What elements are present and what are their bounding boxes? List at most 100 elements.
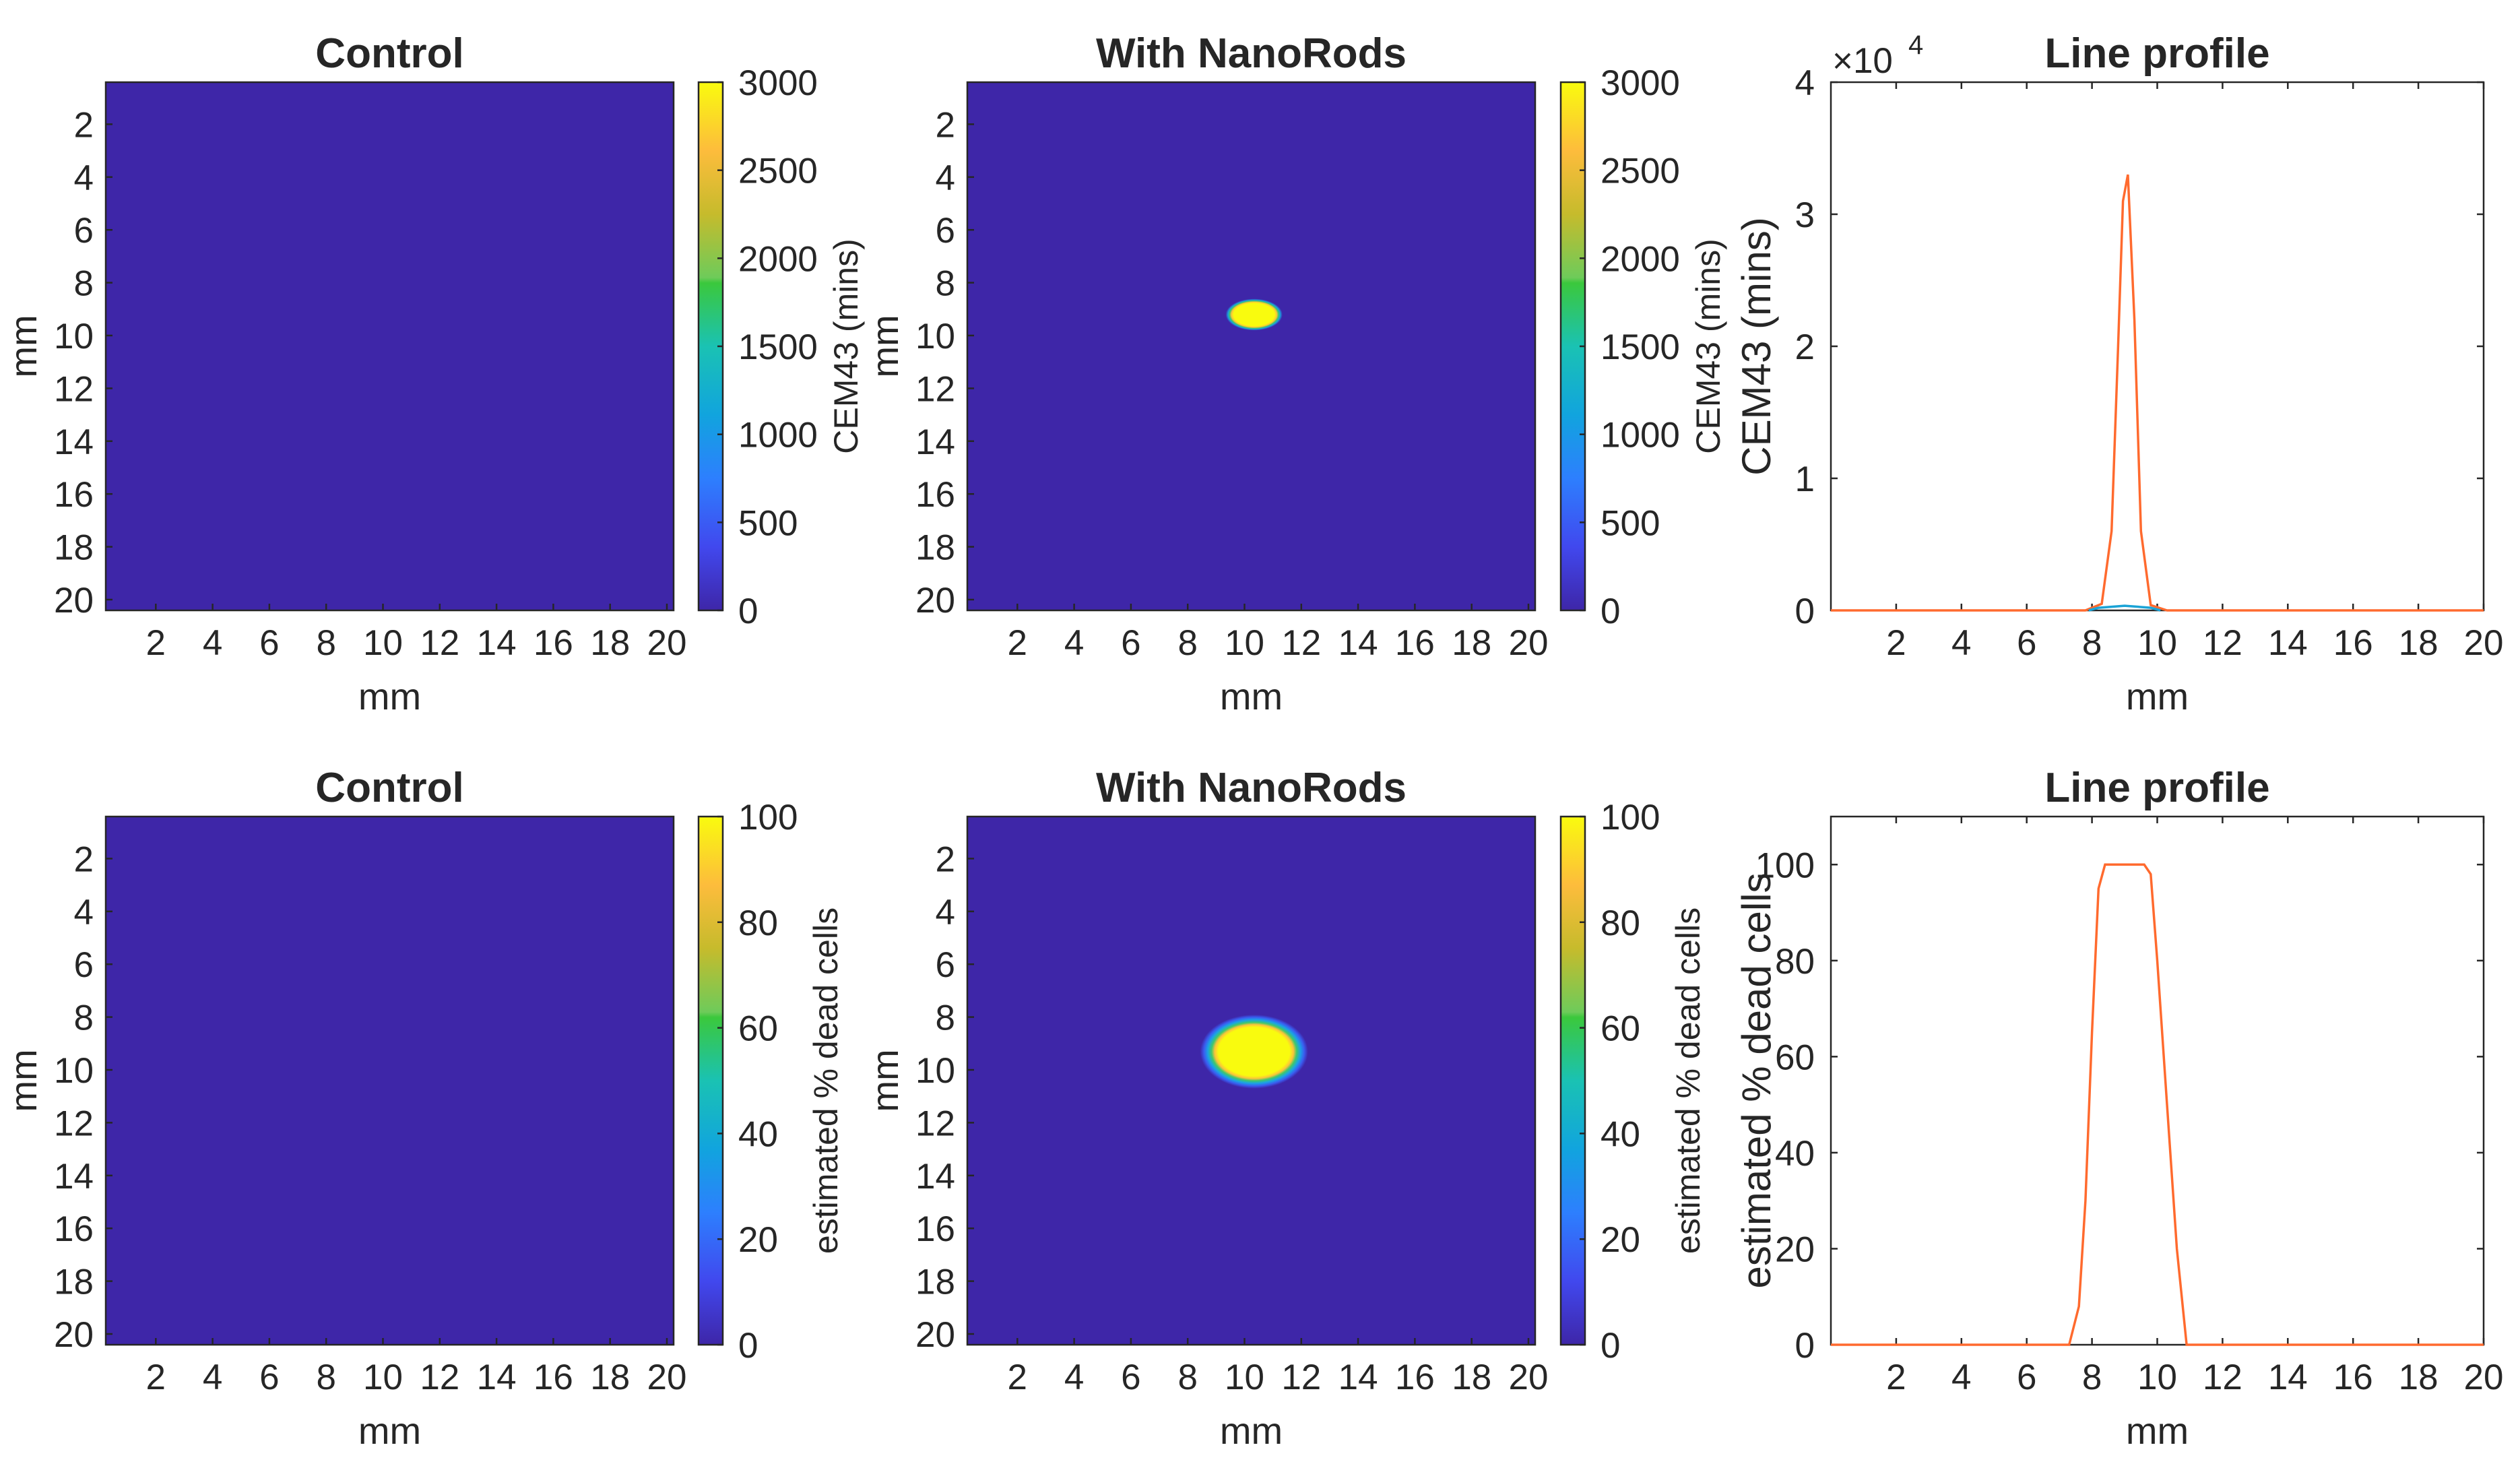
cem43-control-panel: 2 4 6 8 10 12 14 16 18 202468101214161820Controlm… [2, 30, 865, 718]
y-tick-label: 6 [74, 211, 94, 251]
x-tick-label: 4 [1064, 623, 1084, 663]
colorbar-tick-label: 2000 [1601, 239, 1680, 279]
colorbar-label: estimated % dead cells [1669, 908, 1707, 1254]
chart-title: Control [315, 30, 463, 77]
x-tick-label: 16 [2333, 623, 2373, 663]
y-tick-label: 12 [54, 369, 94, 409]
y-tick-label: 12 [915, 1104, 955, 1143]
colorbar-tick-label: 1000 [1601, 416, 1680, 455]
colorbar-tick-label: 3000 [738, 63, 818, 103]
x-axis-label: mm [358, 1409, 421, 1452]
chart-title: With NanoRods [1096, 30, 1407, 77]
x-tick-label: 18 [590, 1358, 630, 1397]
plot-frame [966, 81, 1537, 612]
x-tick-label: 8 [316, 1358, 335, 1397]
colorbar-frame [697, 815, 724, 1346]
colorbar-tick-label: 0 [1601, 592, 1620, 631]
colorbar-tick-label: 0 [1601, 1326, 1620, 1366]
x-tick-label: 10 [1225, 623, 1264, 663]
colorbar-tick-label: 40 [738, 1114, 778, 1154]
colorbar-tick-label: 1500 [1601, 327, 1680, 367]
y-axis-label: CEM43 (mins) [1734, 217, 1779, 475]
y-tick-label: 16 [915, 475, 955, 515]
colorbar-tick-label: 20 [1601, 1220, 1640, 1260]
profile-series-line [1831, 863, 2484, 1346]
y-axis-label: mm [864, 1049, 906, 1112]
x-tick-label: 6 [259, 623, 279, 663]
colorbar [1561, 817, 1585, 1345]
y-axis-label: mm [2, 315, 44, 377]
x-tick-label: 2 [1008, 623, 1027, 663]
y-tick-label: 14 [54, 422, 94, 462]
x-tick-label: 2 [1886, 623, 1906, 663]
colorbar-tick-label: 100 [738, 798, 798, 837]
colorbar-tick-label: 1500 [738, 327, 818, 367]
x-tick-label: 8 [2082, 1358, 2102, 1397]
colorbar-tick-label: 500 [1601, 503, 1660, 543]
x-tick-label: 18 [1452, 1358, 1491, 1397]
plot-frame [1830, 815, 2485, 1346]
y-axis-label: mm [2, 1049, 44, 1112]
x-tick-label: 12 [420, 623, 459, 663]
y-tick-label: 1 [1795, 459, 1815, 499]
y-tick-label: 14 [915, 1157, 955, 1197]
x-tick-label: 10 [363, 623, 403, 663]
y-tick-label: 6 [936, 211, 955, 251]
x-tick-label: 2 [1886, 1358, 1906, 1397]
colorbar-tick-label: 40 [1601, 1114, 1640, 1154]
x-tick-label: 16 [1395, 1358, 1435, 1397]
y-tick-label: 10 [915, 1051, 955, 1091]
colorbar-tick-label: 500 [738, 503, 798, 543]
y-tick-label: 8 [74, 264, 94, 304]
profile-series-line [1831, 174, 2484, 612]
plot-frame [104, 81, 675, 612]
x-tick-label: 18 [2399, 623, 2438, 663]
colorbar-tick-label: 0 [738, 592, 758, 631]
x-tick-label: 12 [420, 1358, 459, 1397]
x-tick-label: 20 [1509, 1358, 1549, 1397]
plot-frame [966, 815, 1537, 1346]
x-tick-label: 18 [590, 623, 630, 663]
colorbar-tick-label: 80 [738, 903, 778, 943]
y-tick-label: 80 [1775, 942, 1815, 982]
x-tick-label: 6 [1121, 623, 1140, 663]
colorbar-tick-label: 2500 [738, 152, 818, 191]
y-tick-label: 12 [915, 369, 955, 409]
chart-title: Line profile [2044, 30, 2269, 77]
chart-title: Line profile [2044, 765, 2269, 811]
y-tick-label: 20 [1775, 1230, 1815, 1269]
y-tick-label: 0 [1795, 592, 1815, 631]
y-tick-label: 4 [936, 893, 955, 932]
y-tick-label: 4 [74, 158, 94, 198]
colorbar-tick-label: 60 [738, 1009, 778, 1049]
x-tick-label: 16 [534, 623, 573, 663]
x-tick-label: 8 [2082, 623, 2102, 663]
x-tick-label: 4 [203, 623, 222, 663]
y-tick-label: 20 [915, 581, 955, 620]
y-tick-label: 16 [54, 475, 94, 515]
y-tick-label: 8 [936, 998, 955, 1038]
x-tick-label: 6 [1121, 1358, 1140, 1397]
x-tick-label: 2 [1008, 1358, 1027, 1397]
y-tick-label: 18 [915, 1263, 955, 1302]
y-axis-exponent: ×10 [1832, 41, 1893, 81]
x-tick-label: 20 [2464, 623, 2504, 663]
x-tick-label: 4 [203, 1358, 222, 1397]
x-tick-label: 10 [2137, 623, 2177, 663]
x-tick-label: 10 [2137, 1358, 2177, 1397]
colorbar-frame [1559, 815, 1586, 1346]
y-tick-label: 6 [74, 945, 94, 985]
y-tick-label: 2 [74, 839, 94, 879]
colorbar-label: estimated % dead cells [807, 908, 845, 1254]
x-axis-label: mm [2126, 675, 2189, 718]
x-tick-label: 10 [1225, 1358, 1264, 1397]
y-tick-label: 0 [1795, 1326, 1815, 1366]
x-tick-label: 14 [2268, 1358, 2308, 1397]
y-tick-label: 14 [915, 422, 955, 462]
y-tick-label: 10 [54, 1051, 94, 1091]
x-tick-label: 6 [2017, 623, 2036, 663]
deadcells-control-panel: 2 4 6 8 10 12 14 16 18 202468101214161820Controlm… [2, 765, 845, 1452]
